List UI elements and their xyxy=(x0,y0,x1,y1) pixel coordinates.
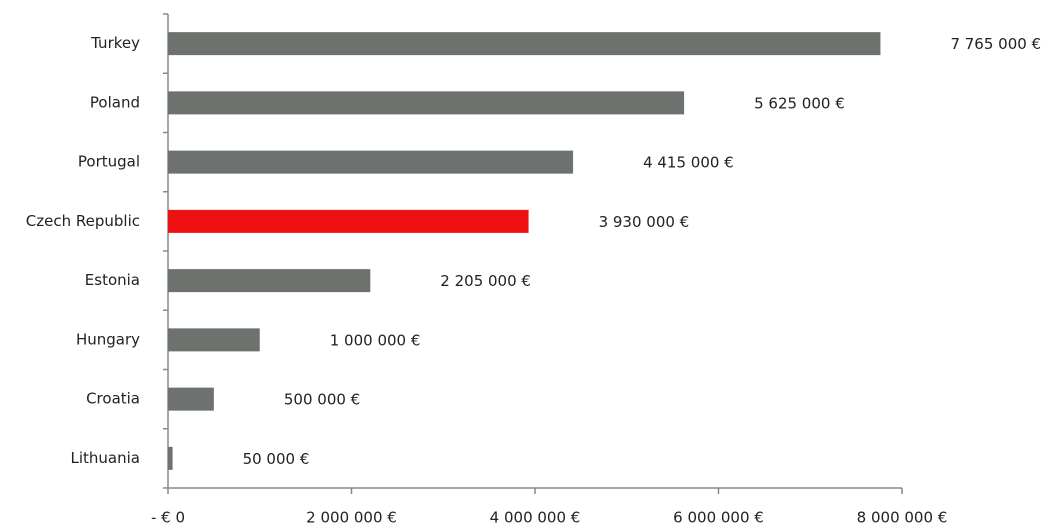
bar xyxy=(168,269,371,293)
data-label: 3 930 000 € xyxy=(599,213,690,231)
x-tick-label: 4 000 000 € xyxy=(490,509,581,527)
x-tick-label: 8 000 000 € xyxy=(857,509,948,527)
data-label: 500 000 € xyxy=(284,391,360,409)
x-tick-label: 2 000 000 € xyxy=(306,509,397,527)
y-tick-label: Lithuania xyxy=(71,449,140,467)
bar xyxy=(168,209,529,233)
data-label: 4 415 000 € xyxy=(643,154,734,172)
data-label: 7 765 000 € xyxy=(950,35,1041,53)
y-tick-label: Hungary xyxy=(76,330,140,348)
y-tick-label: Turkey xyxy=(90,34,140,52)
data-label: 5 625 000 € xyxy=(754,94,845,112)
y-tick-label: Estonia xyxy=(85,271,140,289)
data-label: 2 205 000 € xyxy=(440,272,531,290)
y-tick-label: Portugal xyxy=(78,153,140,171)
bar xyxy=(168,32,881,56)
bar xyxy=(168,387,214,411)
x-tick-label: 6 000 000 € xyxy=(673,509,764,527)
x-tick-label: - € 0 xyxy=(151,509,185,527)
bar xyxy=(168,446,173,470)
bar xyxy=(168,328,260,352)
bar xyxy=(168,150,574,174)
y-tick-label: Czech Republic xyxy=(26,212,140,230)
data-label: 1 000 000 € xyxy=(330,331,421,349)
bar xyxy=(168,91,685,115)
y-tick-label: Croatia xyxy=(86,390,140,408)
y-tick-label: Poland xyxy=(90,93,140,111)
data-label: 50 000 € xyxy=(243,450,310,468)
